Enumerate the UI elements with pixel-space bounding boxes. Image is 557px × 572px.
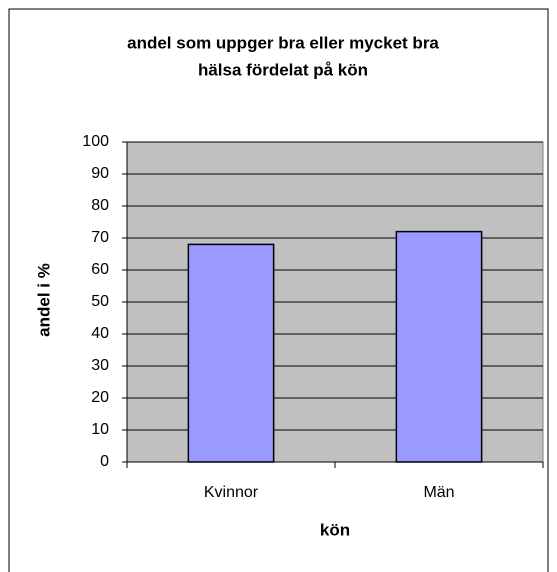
y-tick-label: 60 (91, 261, 109, 278)
y-tick-label: 40 (91, 325, 109, 342)
y-axis-title: andel i % (34, 263, 53, 337)
chart-title: andel som uppger bra eller mycket bra (127, 33, 439, 52)
chart-title: hälsa fördelat på kön (198, 60, 368, 79)
y-tick-label: 20 (91, 389, 109, 406)
y-tick-label: 10 (91, 421, 109, 438)
y-tick-label: 30 (91, 357, 109, 374)
bar (395, 230, 483, 463)
bar (187, 243, 275, 463)
y-tick-label: 90 (91, 165, 109, 182)
x-axis-title: kön (320, 520, 350, 539)
y-tick-label: 100 (82, 133, 109, 150)
y-tick-label: 0 (100, 453, 109, 470)
y-tick-label: 80 (91, 197, 109, 214)
y-tick-label: 50 (91, 293, 109, 310)
x-tick-label: Kvinnor (204, 484, 259, 501)
x-tick-label: Män (423, 484, 454, 501)
y-tick-label: 70 (91, 229, 109, 246)
